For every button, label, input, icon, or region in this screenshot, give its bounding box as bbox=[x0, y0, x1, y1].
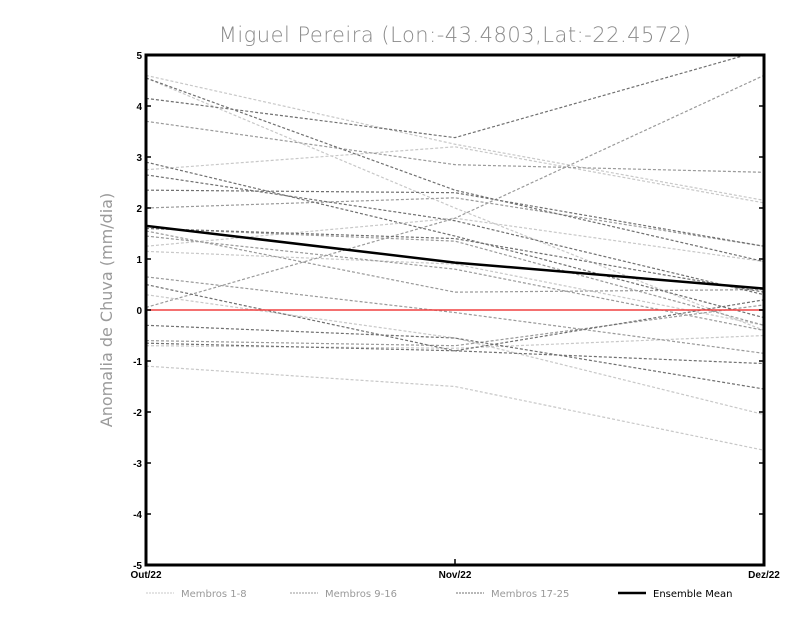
ensemble-mean-line-group bbox=[146, 224, 764, 290]
member-line-g3-2 bbox=[146, 77, 764, 263]
legend-label: Membros 9-16 bbox=[325, 589, 397, 600]
y-tick-label: 1 bbox=[136, 255, 142, 266]
chart-title: Miguel Pereira (Lon:-43.4803,Lat:-22.457… bbox=[219, 23, 692, 47]
member-line-g2-4 bbox=[146, 227, 764, 326]
member-line-g2-7 bbox=[146, 304, 764, 347]
legend-label: Membros 1-8 bbox=[181, 589, 247, 600]
x-tick-label: Nov/22 bbox=[439, 570, 472, 581]
member-line-g2-6 bbox=[146, 276, 764, 354]
y-tick-label: 4 bbox=[136, 102, 142, 113]
member-line-g2-5 bbox=[146, 235, 764, 331]
member-line-g1-6 bbox=[146, 294, 764, 416]
y-tick-label: -3 bbox=[133, 459, 142, 470]
x-tick-label: Dez/22 bbox=[748, 570, 780, 581]
member-line-g3-8 bbox=[146, 324, 764, 390]
y-tick-label: 0 bbox=[136, 306, 142, 317]
member-line-g3-4 bbox=[146, 174, 764, 296]
y-tick-label: 3 bbox=[136, 153, 142, 164]
member-line-g3-7 bbox=[146, 283, 764, 365]
y-axis-ticks: 5 4 3 2 1 0 -1 -2 -3 -4 -5 bbox=[133, 51, 764, 572]
member-line-g1-2 bbox=[146, 77, 764, 331]
member-line-g1-8 bbox=[146, 365, 764, 451]
member-line-g3-9 bbox=[146, 299, 764, 352]
y-tick-label: -2 bbox=[133, 408, 142, 419]
y-tick-label: -1 bbox=[133, 357, 142, 368]
legend: Membros 1-8 Membros 9-16 Membros 17-25 Ense… bbox=[146, 589, 732, 600]
x-tick-label: Out/22 bbox=[130, 570, 162, 581]
member-line-g1-1 bbox=[146, 74, 764, 201]
y-axis-label: Anomalia de Chuva (mm/dia) bbox=[97, 193, 116, 427]
member-line-g2-3 bbox=[146, 197, 764, 247]
y-tick-label: 5 bbox=[136, 51, 142, 62]
member-lines bbox=[146, 55, 764, 451]
member-line-g3-1 bbox=[146, 55, 749, 139]
ensemble-mean-line bbox=[146, 224, 764, 290]
legend-label: Membros 17-25 bbox=[491, 589, 569, 600]
member-line-g2-1 bbox=[146, 74, 764, 309]
y-tick-label: 2 bbox=[136, 204, 142, 215]
member-line-g1-7 bbox=[146, 334, 764, 349]
member-line-g1-3 bbox=[146, 146, 764, 204]
y-tick-label: -4 bbox=[133, 510, 142, 521]
member-line-g3-3 bbox=[146, 161, 764, 319]
member-line-g2-2 bbox=[146, 120, 764, 173]
y-tick-label: -5 bbox=[133, 561, 142, 572]
x-axis-ticks: Out/22 Nov/22 Dez/22 bbox=[130, 559, 780, 581]
legend-label: Ensemble Mean bbox=[653, 589, 732, 600]
